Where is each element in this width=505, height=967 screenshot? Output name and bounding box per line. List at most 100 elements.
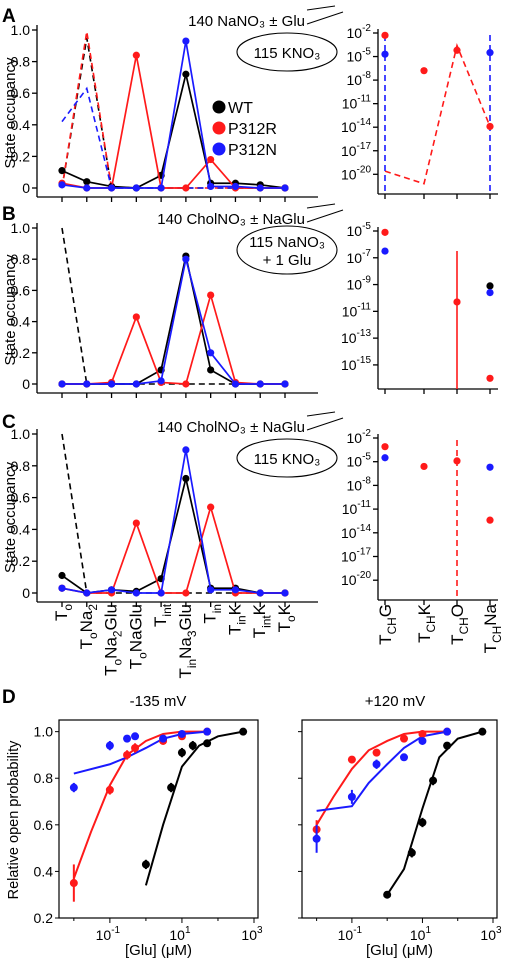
data-point-P312N — [105, 741, 114, 750]
log-base: 10 — [347, 25, 363, 41]
log-exponent: -5 — [362, 47, 371, 58]
log-exponent: -1 — [111, 925, 120, 936]
state-label: TinK — [225, 603, 248, 635]
log-point-P312R — [453, 298, 461, 306]
log-base: 10 — [341, 119, 357, 135]
label-part: Glu — [102, 604, 121, 630]
legend-label: P312N — [228, 142, 277, 159]
state-label: Tin​ — [201, 604, 224, 624]
data-point-P312N — [123, 734, 132, 743]
data-point-P312N — [281, 184, 289, 192]
fit-line-P312N — [73, 730, 208, 775]
data-point-P312R — [132, 313, 140, 321]
data-point-WT — [478, 727, 487, 736]
y-tick-label: 1.0 — [11, 220, 31, 236]
log-base: 10 — [341, 357, 357, 373]
connector-line — [306, 411, 336, 417]
data-point-WT — [443, 741, 452, 750]
y-tick-label: 0.4 — [11, 117, 31, 133]
y-axis-label: State occupancy — [2, 57, 19, 168]
series-line-P312R — [62, 291, 285, 385]
log-tick-label: 10-20 — [341, 570, 371, 588]
label-subscript: o — [86, 632, 100, 639]
label-subscript: in — [185, 659, 199, 668]
log-point-P312N — [381, 247, 389, 255]
connector-line — [306, 417, 344, 431]
data-point-P312N — [231, 586, 240, 594]
log-exponent: -13 — [357, 328, 372, 339]
label-part: T — [52, 611, 71, 621]
data-point-WT — [383, 890, 392, 899]
label-part: Na — [102, 637, 121, 659]
data-point-P312N — [157, 184, 165, 192]
data-point-P312R — [372, 748, 381, 757]
data-point-P312N — [157, 589, 165, 597]
fit-line-P312R — [315, 730, 448, 826]
log-base: 10 — [342, 303, 358, 319]
label-part: K — [250, 603, 269, 615]
label-part: T — [481, 643, 500, 653]
log-base: 10 — [341, 525, 357, 541]
log-base: 10 — [241, 927, 257, 943]
data-point-P312N — [83, 184, 91, 192]
label-part: K — [415, 603, 434, 615]
series-line-P312N — [61, 40, 285, 189]
bubble-text: + 1 Glu — [263, 252, 312, 269]
log-point-P312N — [486, 289, 494, 297]
log-base: 10 — [347, 477, 363, 493]
legend-marker-WT — [212, 100, 226, 114]
plot-frame — [58, 719, 259, 919]
data-point-WT — [167, 783, 176, 792]
log-point-P312N — [486, 49, 494, 57]
log-point-P312R — [453, 46, 461, 54]
data-point-P312N — [83, 380, 91, 388]
log-base: 10 — [341, 572, 357, 588]
log-exponent: -8 — [362, 70, 371, 81]
connector-line — [306, 203, 336, 209]
state-label: TinNa3Glu — [176, 604, 199, 678]
y-tick-label: 1.0 — [11, 426, 31, 442]
label-subscript: o — [284, 615, 298, 622]
y-tick-label: 0.4 — [34, 863, 54, 879]
log-base: 10 — [169, 927, 185, 943]
label-part: T — [275, 622, 294, 632]
label-part: NaGlu — [126, 604, 145, 652]
log-exponent: -7 — [362, 248, 371, 259]
series-line-WT — [61, 478, 285, 594]
log-exponent: 3 — [496, 925, 502, 936]
log-exponent: -5 — [362, 452, 371, 463]
data-point-P312R — [400, 734, 409, 743]
data-point-P312R — [418, 729, 427, 738]
y-tick-label: 0.2 — [11, 345, 31, 361]
log-point-P312R — [381, 228, 389, 236]
log-exponent: 3 — [257, 925, 263, 936]
state-label: ToNa2​ — [77, 604, 100, 650]
data-point-P312N — [107, 184, 116, 192]
y-tick-label: 0 — [22, 376, 30, 392]
state-label: ToK — [275, 603, 298, 632]
label-part: T — [448, 634, 467, 644]
log-exponent: -9 — [362, 275, 371, 286]
data-point-P312R — [182, 380, 190, 388]
data-point-P312N — [281, 380, 289, 388]
log-exponent: -8 — [362, 475, 371, 486]
log-tick-label: 10-15 — [341, 355, 371, 373]
label-part: T — [77, 639, 96, 649]
fit-line-P312R — [72, 730, 208, 879]
log-base: 10 — [410, 927, 426, 943]
bubble-text: 115 NaNO₃ — [249, 234, 325, 251]
label-part: Na — [77, 610, 96, 632]
channel-state-label: TCHK — [415, 603, 438, 643]
data-point-WT — [182, 70, 190, 78]
y-tick-label: 0.2 — [11, 148, 31, 164]
state-label: ToNaGlu — [126, 604, 149, 669]
data-point-P312N — [203, 727, 212, 736]
panel-label: D — [2, 687, 16, 708]
data-point-WT — [58, 167, 66, 175]
state-label: To​ — [52, 604, 75, 621]
log-point-P312N — [486, 463, 494, 471]
data-point-P312N — [256, 380, 264, 388]
label-subscript: o — [111, 658, 125, 665]
log-dashed-line-P312R — [384, 42, 491, 185]
